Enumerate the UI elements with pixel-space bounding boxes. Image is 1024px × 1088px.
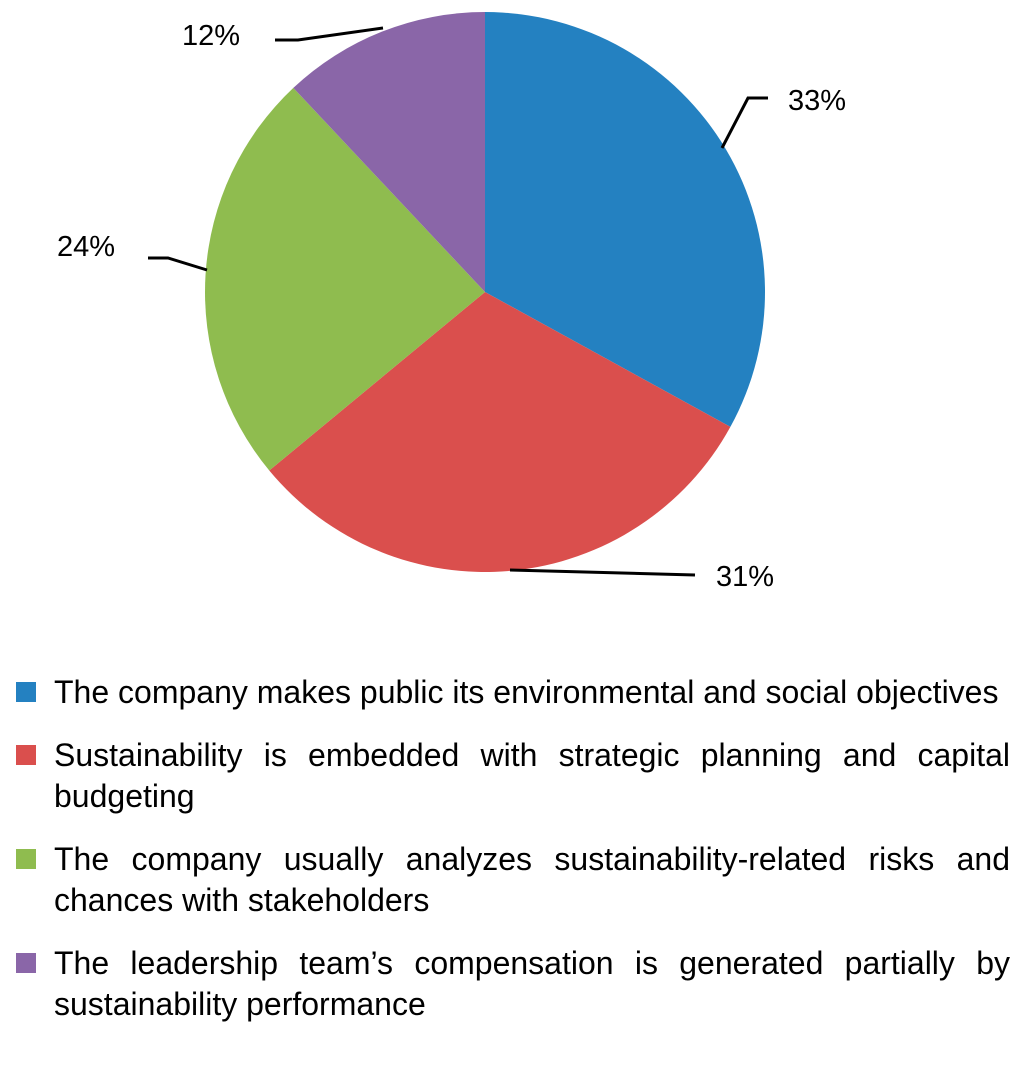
- slice-label-2: 31%: [716, 561, 774, 593]
- pie-slices: [205, 12, 766, 573]
- legend-label: The company makes public its environment…: [54, 674, 999, 710]
- leader-line-2: [509, 568, 696, 577]
- legend-label: The leadership team’s compensation is ge…: [54, 945, 1010, 1022]
- pie-slice-1: [485, 12, 766, 427]
- slice-label-3: 24%: [57, 231, 115, 263]
- legend-label: The company usually analyzes sustainabil…: [54, 841, 1010, 918]
- slice-labels: 33% 31% 24% 12%: [57, 20, 846, 593]
- legend-swatch: [16, 849, 36, 869]
- leader-line-3: [148, 256, 208, 272]
- legend-item: The company usually analyzes sustainabil…: [8, 839, 1010, 921]
- leader-line-1: [720, 96, 768, 149]
- legend-swatch: [16, 682, 36, 702]
- legend-swatch: [16, 745, 36, 765]
- slice-label-1: 33%: [788, 85, 846, 117]
- legend-label: Sustainability is embedded with strategi…: [54, 737, 1010, 814]
- legend-swatch: [16, 953, 36, 973]
- slice-label-4: 12%: [182, 20, 240, 52]
- legend: The company makes public its environment…: [8, 672, 1010, 1047]
- pie-slice-3: [205, 87, 485, 471]
- legend-item: The leadership team’s compensation is ge…: [8, 943, 1010, 1025]
- legend-item: Sustainability is embedded with strategi…: [8, 735, 1010, 817]
- leader-lines: [148, 26, 768, 577]
- pie-slice-2: [269, 292, 731, 573]
- pie-chart: 33% 31% 24% 12%: [57, 12, 846, 593]
- pie-slice-4: [293, 12, 485, 292]
- legend-item: The company makes public its environment…: [8, 672, 1010, 713]
- leader-line-4: [275, 26, 384, 42]
